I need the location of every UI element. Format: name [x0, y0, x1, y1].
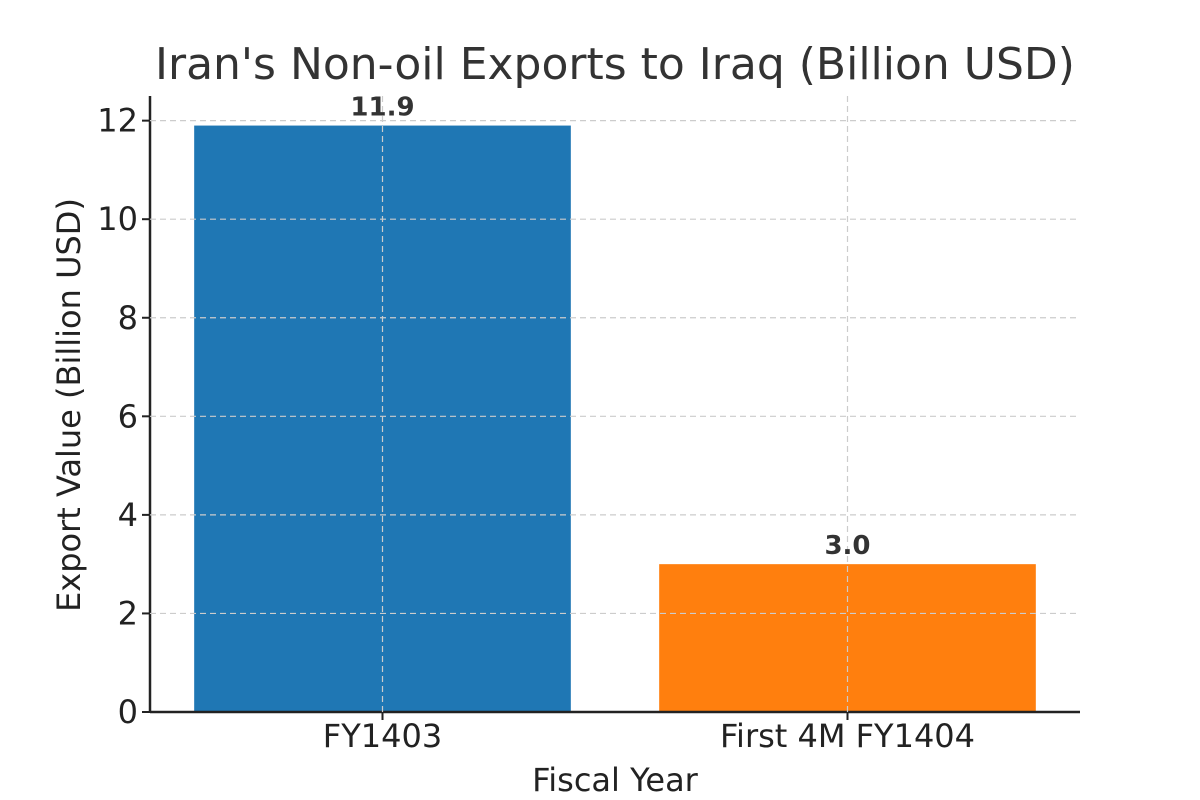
ticks-layer: 0 2 4 6 8 10 12 FY1403 First 4M FY1404: [97, 102, 975, 755]
y-tick-label-6: 12: [97, 102, 138, 140]
data-label-1: 3.0: [824, 531, 870, 561]
y-tick-label-0: 0: [118, 693, 138, 731]
x-tick-label-0: FY1403: [323, 717, 442, 755]
bars-layer: [194, 125, 1036, 713]
data-label-0: 11.9: [350, 93, 414, 123]
y-tick-label-4: 8: [118, 299, 138, 337]
x-axis-title: Fiscal Year: [532, 761, 699, 799]
y-tick-label-1: 2: [118, 594, 138, 632]
y-tick-label-2: 4: [118, 496, 138, 534]
chart-title: Iran's Non-oil Exports to Iraq (Billion …: [155, 39, 1075, 90]
axes-layer: [148, 96, 1080, 714]
data-labels-layer: 11.9 3.0: [350, 93, 870, 562]
y-tick-label-3: 6: [118, 397, 138, 435]
x-tick-label-1: First 4M FY1404: [720, 717, 975, 755]
y-tick-label-5: 10: [97, 200, 138, 238]
y-axis-title: Export Value (Billion USD): [50, 198, 88, 612]
